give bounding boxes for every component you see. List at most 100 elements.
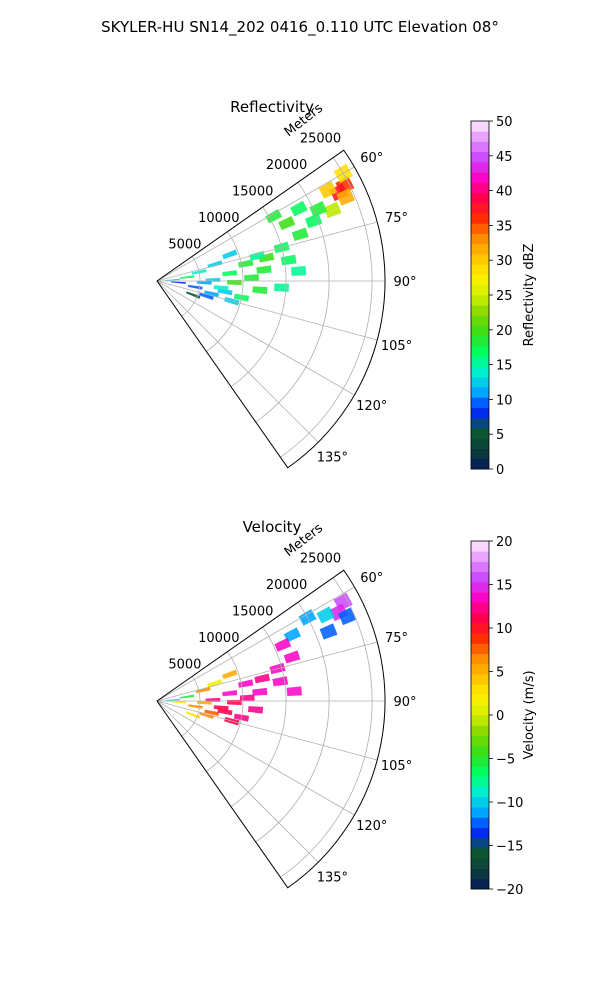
colorbar-step [471,643,489,654]
azimuth-tick-label: 75° [385,631,408,646]
data-cell [204,709,220,717]
colorbar-step [471,622,489,634]
data-cell [196,701,212,705]
data-cell [316,606,335,624]
colorbar-tick-label: 20 [496,324,513,339]
colorbar-step [471,807,489,818]
data-cell [291,227,309,242]
colorbar-step [471,755,489,767]
colorbar-step [471,868,489,880]
colorbar-step [471,387,489,398]
data-cell [258,252,275,263]
data-cell [318,181,338,199]
data-cell [290,200,308,217]
azimuth-spoke [156,586,355,702]
colorbar-step [471,458,489,470]
azimuth-tick-label: 90° [393,695,416,710]
colorbar-step [471,192,489,204]
colorbar-step [471,571,489,583]
data-cell [196,281,212,285]
data-cell [272,676,289,687]
colorbar-step [471,213,489,224]
colorbar-step [471,121,489,132]
range-tick-label: 10000 [198,211,239,226]
azimuth-spoke [156,700,319,863]
figure-title: SKYLER-HU SN14_202 0416_0.110 UTC Elevat… [101,18,499,37]
colorbar-tick-label: 50 [496,115,513,130]
colorbar-tick-label: 30 [496,254,513,269]
data-cell [252,286,268,295]
colorbar-tick-label: 15 [496,579,513,594]
azimuth-tick-label: 120° [356,819,387,834]
data-cell [171,701,186,704]
colorbar-step [471,745,489,757]
range-tick-label: 5000 [168,658,201,673]
data-cell [337,607,357,626]
colorbar-step [471,878,489,890]
data-cell [280,254,297,266]
colorbar-step [471,448,489,460]
colorbar-tick-label: 15 [496,359,513,374]
data-cell [304,213,323,229]
azimuth-tick-label: 75° [385,211,408,226]
colorbar: 0 5 10 15 20 25 30 35 40 45 50 Reflectivity dBZ [470,115,537,478]
colorbar-step [471,541,489,552]
data-cell [319,623,338,640]
azimuth-spoke [156,700,355,816]
colorbar-step [471,284,489,296]
polar-grid [156,577,385,878]
colorbar-step [471,848,489,859]
colorbar-step [471,305,489,316]
data-cell [286,686,302,696]
azimuth-tick-label: 60° [360,571,383,586]
data-cell [247,706,264,714]
colorbar-step [471,653,489,665]
colorbar-tick-label: 25 [496,289,513,304]
data-cell [283,627,302,643]
colorbar-step [471,376,489,388]
azimuth-tick-label: 60° [360,151,383,166]
range-ring [230,626,287,808]
azimuth-tick-label: 135° [317,450,348,465]
range-tick-label: 25000 [300,552,341,567]
sector-frame [156,149,386,469]
colorbar-step [471,796,489,808]
data-cell [323,201,342,219]
colorbar-step [471,766,489,777]
velocity-panel: Velocity500010000150002000025000Meters60… [156,518,537,898]
panel-title: Reflectivity [230,98,314,116]
colorbar-tick-label: 0 [496,709,504,724]
colorbar-step [471,223,489,234]
azimuth-spoke [156,280,355,396]
range-ring [206,651,244,772]
colorbar-step [471,366,489,378]
data-cell [274,637,292,652]
azimuth-tick-label: 105° [381,759,412,774]
data-cell [217,288,233,296]
colorbar-step [471,581,489,593]
colorbar-tick-label: 35 [496,219,513,234]
colorbar-tick-label: −10 [496,796,523,811]
azimuth-spoke [156,166,355,282]
data-cell [222,249,238,260]
range-ring [255,182,330,423]
colorbar-step [471,233,489,245]
data-cell [336,187,355,206]
range-tick-label: 15000 [232,605,273,620]
colorbar-tick-label: 45 [496,150,513,165]
data-cell [198,292,214,300]
colorbar-tick-label: 10 [496,393,513,408]
data-cell [213,705,229,711]
colorbar-step [471,684,489,695]
range-ring [280,157,373,458]
range-tick-label: 10000 [198,631,239,646]
data-cell [278,216,296,231]
data-cell [252,687,268,696]
azimuth-spoke [156,280,378,341]
colorbar-step [471,674,489,685]
azimuth-spoke [156,641,378,702]
data-cell [265,208,283,224]
colorbar-step [471,438,489,449]
colorbar-tick-label: 5 [496,428,504,443]
